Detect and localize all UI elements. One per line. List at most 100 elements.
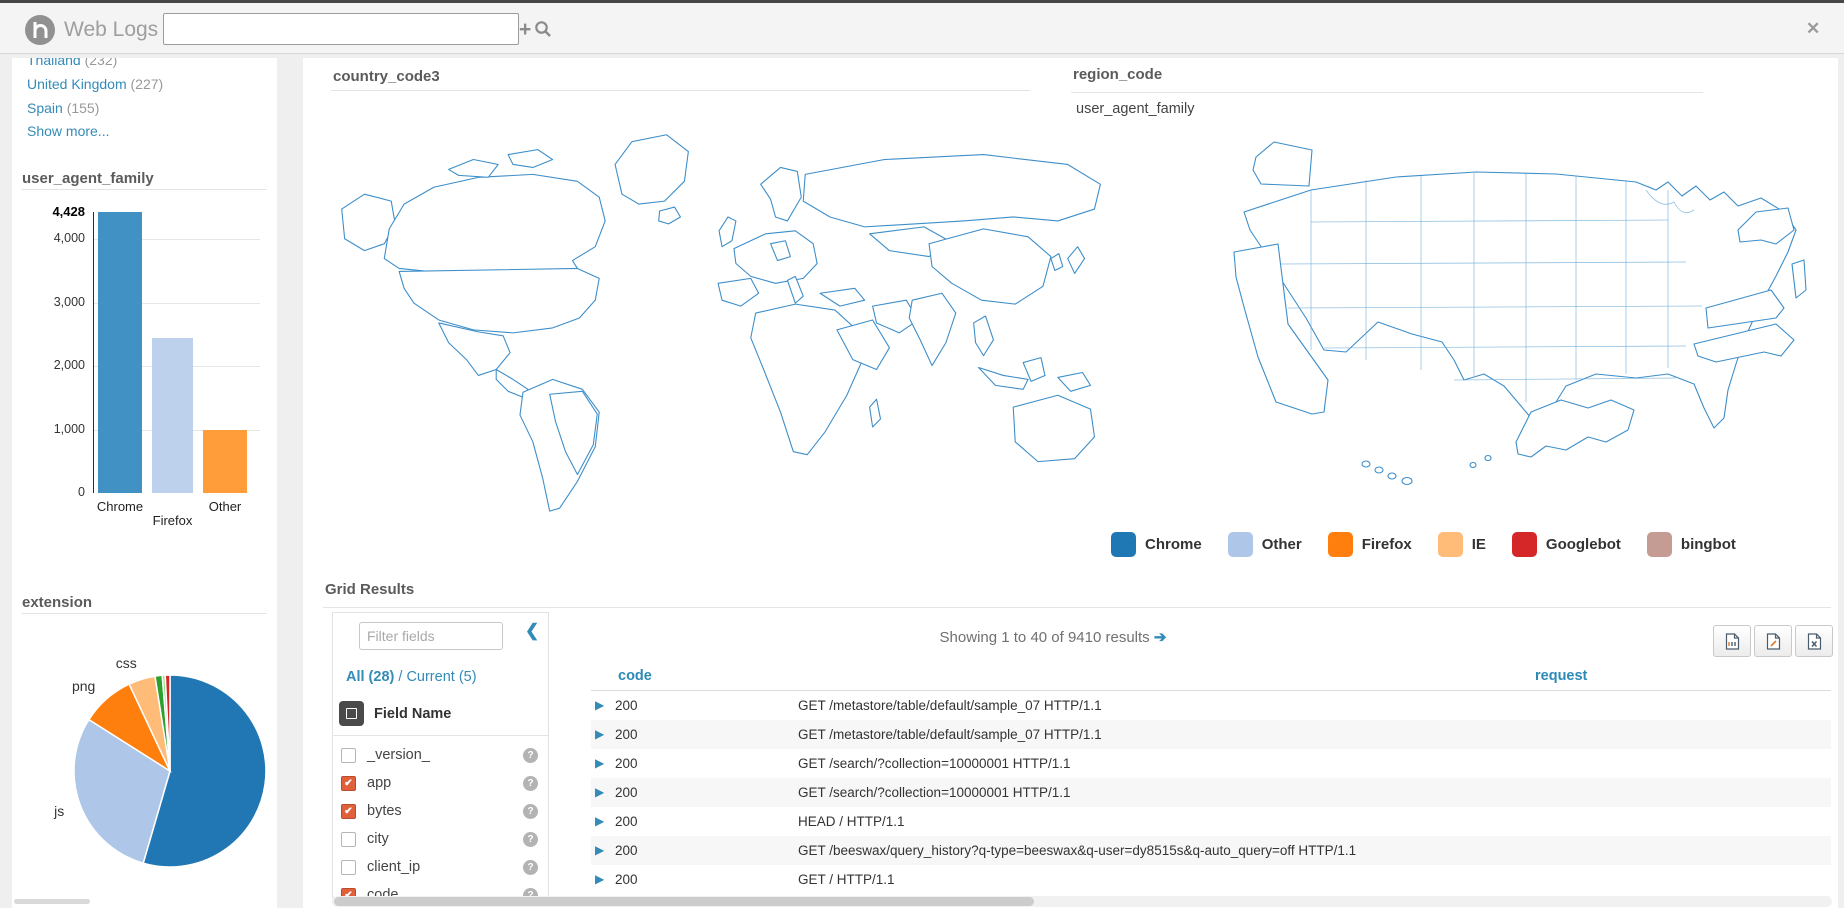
map-region-hawaii xyxy=(1361,454,1492,486)
field-checkbox-app[interactable]: ✔ xyxy=(341,776,356,791)
pie-slice-js[interactable] xyxy=(73,718,171,865)
expand-row-icon[interactable]: ▶ xyxy=(595,756,605,770)
map-region-brazil[interactable] xyxy=(549,390,598,476)
expand-row-icon[interactable]: ▶ xyxy=(595,814,605,828)
add-widget-icon[interactable]: + xyxy=(519,18,532,41)
field-help-icon[interactable]: ? xyxy=(523,860,538,875)
map-region-africa xyxy=(750,303,864,456)
current-fields-link[interactable]: Current (5) xyxy=(406,669,477,685)
facet-link-united-kingdom[interactable]: United Kingdom (227) xyxy=(27,76,163,93)
map-region-california[interactable] xyxy=(1233,243,1329,415)
table-row[interactable]: ▶ 200 HEAD / HTTP/1.1 xyxy=(591,807,1831,836)
map-region-virginia[interactable] xyxy=(1705,289,1785,329)
bar-other[interactable] xyxy=(203,429,247,493)
legend-item-googlebot[interactable]: Googlebot xyxy=(1511,532,1621,557)
bar-firefox[interactable] xyxy=(152,337,193,493)
facet-label[interactable]: United Kingdom xyxy=(27,76,127,92)
facet-link-spain[interactable]: Spain (155) xyxy=(27,100,99,117)
column-header-code[interactable]: code xyxy=(618,668,652,684)
divider xyxy=(22,189,267,190)
close-icon[interactable]: ✕ xyxy=(1806,19,1821,38)
search-icon[interactable] xyxy=(534,20,552,38)
map-region-australia[interactable] xyxy=(1012,394,1096,463)
field-label[interactable]: client_ip xyxy=(367,859,421,875)
field-help-icon[interactable]: ? xyxy=(523,888,538,897)
field-label[interactable]: bytes xyxy=(367,803,402,819)
legend-item-other[interactable]: Other xyxy=(1227,532,1302,557)
download-xls-button[interactable] xyxy=(1795,625,1833,657)
show-more-link[interactable]: Show more... xyxy=(27,123,110,139)
expand-row-icon[interactable]: ▶ xyxy=(595,872,605,886)
next-page-arrow-icon[interactable]: ➔ xyxy=(1153,629,1167,646)
map-region-new-jersey[interactable] xyxy=(1791,259,1807,299)
map-region-iran[interactable] xyxy=(872,299,919,334)
table-row[interactable]: ▶ 200 GET /metastore/table/default/sample_… xyxy=(591,691,1831,720)
field-help-icon[interactable]: ? xyxy=(523,804,538,819)
sidebar-scrollbar-thumb[interactable] xyxy=(14,899,90,904)
field-help-icon[interactable]: ? xyxy=(523,776,538,791)
legend-item-bingbot[interactable]: bingbot xyxy=(1646,532,1736,557)
field-label[interactable]: code xyxy=(367,887,399,898)
field-help-icon[interactable]: ? xyxy=(523,748,538,763)
map-region-iceland[interactable] xyxy=(658,206,681,225)
facet-label[interactable]: Spain xyxy=(27,100,63,116)
cell-code: 200 xyxy=(615,698,638,713)
bar-ytick-label: 3,000 xyxy=(53,294,85,309)
pie-slice-unlabeled[interactable] xyxy=(164,674,171,772)
table-row[interactable]: ▶ 200 GET /search/?collection=10000001 HTT… xyxy=(591,749,1831,778)
field-help-icon[interactable]: ? xyxy=(523,832,538,847)
map-legend: Chrome Other Firefox IE Googlebot bingbot xyxy=(1111,532,1736,557)
legend-item-firefox[interactable]: Firefox xyxy=(1327,532,1412,557)
fields-filter-links: All (28) / Current (5) xyxy=(346,669,477,685)
column-header-request[interactable]: request xyxy=(1535,668,1588,684)
map-region-india[interactable] xyxy=(908,292,957,367)
expand-row-icon[interactable]: ▶ xyxy=(595,727,605,741)
map-region-new-york[interactable] xyxy=(1737,207,1795,245)
download-file-button[interactable] xyxy=(1754,625,1792,657)
table-row[interactable]: ▶ 200 GET / HTTP/1.1 xyxy=(591,865,1831,894)
map-region-scandinavia[interactable] xyxy=(760,166,802,222)
expand-row-icon[interactable]: ▶ xyxy=(595,843,605,857)
divider xyxy=(1071,92,1703,93)
legend-item-ie[interactable]: IE xyxy=(1437,532,1486,557)
field-row-bytes: ✔ bytes? xyxy=(333,799,548,827)
collapse-fields-icon[interactable]: ❮ xyxy=(525,621,540,640)
map-region-saudi-arabia[interactable] xyxy=(836,319,890,371)
map-region-alaska xyxy=(341,193,396,252)
map-region-china[interactable] xyxy=(928,228,1052,305)
field-checkbox-_version_[interactable] xyxy=(341,748,356,763)
pie-slice-unlabeled[interactable] xyxy=(142,674,267,868)
field-label[interactable]: _version_ xyxy=(367,747,430,763)
select-all-fields-button[interactable] xyxy=(339,701,364,726)
filter-fields-input[interactable] xyxy=(359,622,503,650)
table-row[interactable]: ▶ 200 GET /search/?collection=10000001 HTT… xyxy=(591,778,1831,807)
bar-xtick-label: Chrome xyxy=(96,499,144,514)
facet-link-thailand[interactable]: Thailand (232) xyxy=(27,58,117,69)
search-input[interactable] xyxy=(163,13,519,45)
field-checkbox-city[interactable] xyxy=(341,832,356,847)
map-region-south-korea[interactable] xyxy=(1050,253,1064,272)
field-checkbox-code[interactable]: ✔ xyxy=(341,888,356,897)
download-csv-button[interactable] xyxy=(1713,625,1751,657)
map-region-north-carolina[interactable] xyxy=(1693,323,1795,363)
legend-item-chrome[interactable]: Chrome xyxy=(1111,532,1202,557)
map-region-thailand[interactable] xyxy=(973,315,994,357)
field-checkbox-bytes[interactable]: ✔ xyxy=(341,804,356,819)
map-region-canada[interactable] xyxy=(383,173,606,272)
facet-label[interactable]: Thailand xyxy=(27,58,81,68)
field-label[interactable]: city xyxy=(367,831,389,847)
expand-row-icon[interactable]: ▶ xyxy=(595,785,605,799)
table-row[interactable]: ▶ 200 GET /metastore/table/default/sample_… xyxy=(591,720,1831,749)
horizontal-scrollbar-thumb[interactable] xyxy=(334,897,1034,906)
map-region-central-europe[interactable] xyxy=(770,240,791,262)
field-label[interactable]: app xyxy=(367,775,392,791)
field-checkbox-client_ip[interactable] xyxy=(341,860,356,875)
map-region-washington[interactable] xyxy=(1252,141,1313,187)
table-row[interactable]: ▶ 200 GET /beeswax/query_history?q-type=be… xyxy=(591,836,1831,865)
map-region-spain[interactable] xyxy=(717,277,760,307)
expand-row-icon[interactable]: ▶ xyxy=(595,698,605,712)
pie-widget-title: extension xyxy=(22,594,93,611)
legend-label: Other xyxy=(1261,536,1302,553)
bar-chrome[interactable] xyxy=(98,212,142,493)
all-fields-link[interactable]: All (28) xyxy=(346,669,395,685)
